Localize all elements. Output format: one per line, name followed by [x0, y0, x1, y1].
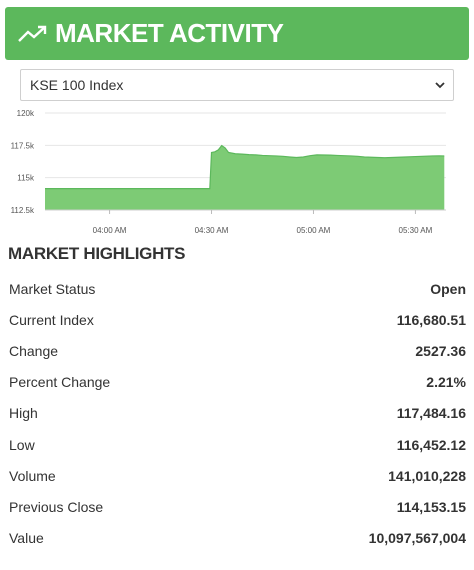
highlight-label: Current Index [9, 311, 94, 328]
highlight-label: Volume [9, 467, 56, 484]
highlight-value: 114,153.15 [396, 498, 466, 515]
highlight-row: High 117,484.16 [0, 398, 474, 429]
highlight-row: Previous Close 114,153.15 [0, 491, 474, 522]
highlight-label: Change [9, 342, 59, 359]
y-tick-label: 120k [17, 109, 35, 118]
highlight-value: 116,452.12 [396, 436, 466, 453]
highlight-label: High [9, 405, 38, 422]
market-activity-header: MARKET ACTIVITY [5, 7, 469, 60]
y-tick-label: 112.5k [11, 206, 35, 215]
index-select[interactable]: KSE 100 Index [20, 69, 454, 101]
highlight-row: Market Status Open [0, 273, 474, 304]
trending-up-icon [18, 25, 47, 42]
x-tick-label: 04:00 AM [93, 226, 127, 235]
highlight-row: Value 10,097,567,004 [0, 523, 474, 554]
area-fill [45, 145, 445, 210]
x-tick-label: 04:30 AM [195, 226, 229, 235]
highlight-label: Percent Change [9, 374, 111, 391]
chevron-down-icon [435, 82, 445, 89]
index-chart: 120k 117.5k 115k 112.5k 04:00 AM 04:30 AM 05:0… [11, 109, 446, 235]
x-tick-label: 05:00 AM [297, 226, 331, 235]
highlight-row: Change 2527.36 [0, 335, 474, 366]
highlight-value: 2.21% [426, 374, 466, 391]
highlight-label: Low [9, 436, 35, 453]
highlight-value: 10,097,567,004 [368, 530, 466, 547]
index-select-value: KSE 100 Index [30, 77, 124, 93]
market-highlights-table: Market Status Open Current Index 116,680.51… [0, 273, 474, 554]
highlight-row: Volume 141,010,228 [0, 460, 474, 491]
highlight-label: Previous Close [9, 498, 104, 515]
page-title: MARKET ACTIVITY [55, 18, 284, 48]
x-tick-label: 05:30 AM [399, 226, 433, 235]
y-tick-label: 115k [17, 174, 35, 183]
highlight-value: 2527.36 [415, 342, 466, 359]
highlight-value: 116,680.51 [396, 311, 466, 328]
series-line [45, 144, 445, 190]
highlight-value: Open [430, 280, 466, 297]
highlight-label: Value [9, 530, 44, 547]
market-highlights-title: MARKET HIGHLIGHTS [8, 244, 186, 263]
y-tick-label: 117.5k [11, 141, 35, 150]
highlight-label: Market Status [9, 280, 96, 297]
highlight-row: Current Index 116,680.51 [0, 304, 474, 335]
highlight-value: 141,010,228 [388, 467, 466, 484]
highlight-value: 117,484.16 [396, 405, 466, 422]
highlight-row: Low 116,452.12 [0, 429, 474, 460]
highlight-row: Percent Change 2.21% [0, 367, 474, 398]
